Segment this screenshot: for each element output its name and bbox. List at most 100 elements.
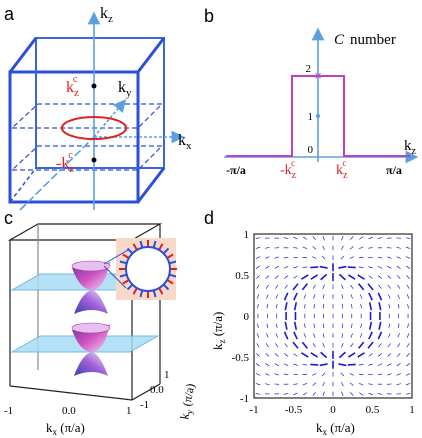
- d-ytick: 0.5: [235, 270, 249, 282]
- field-vector: [407, 323, 409, 329]
- inset-spike: [168, 260, 177, 265]
- field-vector: [283, 393, 289, 395]
- field-vector: [359, 236, 364, 240]
- field-vector: [396, 363, 401, 367]
- field-vector: [387, 256, 392, 259]
- axes-a: [19, 11, 185, 211]
- c-ytick-neg1: -1: [140, 399, 149, 411]
- panel-c: c -1: [4, 208, 199, 437]
- c-xlabel: kx (π/a): [46, 420, 85, 437]
- xtick-pi: π/a: [386, 163, 402, 177]
- field-vector: [265, 343, 269, 348]
- field-vector: [338, 273, 346, 281]
- field-vector: [293, 247, 298, 249]
- field-vector: [396, 246, 401, 249]
- field-vector: [349, 382, 354, 386]
- field-vector: [265, 256, 270, 259]
- ytick-2: 2: [306, 63, 312, 75]
- cone-1-rim: [71, 260, 111, 272]
- field-vector: [405, 256, 411, 259]
- field-vector: [293, 383, 298, 385]
- field-vector: [406, 275, 410, 279]
- field-vector: [357, 274, 365, 280]
- field-vector: [302, 373, 308, 376]
- c-ytick-1: 1: [164, 369, 170, 381]
- field-vector: [406, 343, 410, 348]
- field-vector: [406, 353, 410, 357]
- c-xtick-1: 1: [126, 405, 132, 417]
- field-vector: [358, 341, 365, 349]
- field-vector: [341, 284, 344, 289]
- field-vector: [293, 392, 298, 396]
- field-vector: [377, 275, 382, 279]
- crossing-marker: ×: [314, 68, 322, 83]
- field-vector: [368, 247, 373, 249]
- field-vector: [257, 303, 259, 309]
- field-vector: [301, 283, 308, 291]
- field-vector: [312, 391, 316, 396]
- field-vector: [283, 292, 289, 301]
- field-vector: [387, 363, 392, 367]
- field-vector: [347, 352, 356, 358]
- field-vector: [338, 265, 347, 269]
- field-vector: [378, 343, 382, 348]
- inset-spike: [119, 260, 128, 265]
- field-vector: [256, 294, 260, 299]
- field-vector: [293, 353, 298, 357]
- inset-ring: [103, 238, 177, 300]
- kz-label: kz: [100, 5, 113, 25]
- field-vector: [396, 373, 401, 376]
- cone-1-lower: [74, 290, 108, 314]
- field-vector: [388, 303, 391, 309]
- field-vector: [322, 333, 325, 338]
- field-vector: [293, 363, 298, 366]
- field-vector: [302, 266, 308, 269]
- inset-spike: [122, 279, 130, 285]
- cube: [8, 37, 166, 204]
- field-vector: [387, 343, 391, 348]
- field-vector: [338, 363, 347, 367]
- kz-planes: [10, 103, 164, 171]
- inset-circle: [125, 246, 171, 292]
- d-xlabel: kx (π/a): [316, 420, 355, 437]
- xtick-neg-kzc: -kzc: [280, 158, 297, 181]
- field-vector: [349, 256, 354, 259]
- field-vector: [368, 392, 373, 396]
- field-vector: [313, 303, 315, 309]
- field-vector: [265, 246, 270, 249]
- field-vector: [312, 382, 317, 386]
- d-ylabel: kz (π/a): [210, 312, 227, 350]
- field-vector: [303, 333, 307, 338]
- field-vector: [358, 256, 364, 259]
- panel-c-label: c: [4, 208, 13, 228]
- panel-d: d 1 0.5 0 -0.5 -1 -1 -0.5 0 0.5 1 kx (π/a) kz (π…: [204, 208, 415, 437]
- field-vector: [257, 323, 259, 329]
- field-vector: [304, 303, 306, 309]
- field-vector: [313, 294, 316, 299]
- c-ylabel: ky (π/a): [177, 382, 199, 420]
- field-vector: [378, 321, 382, 330]
- ytick-0: 0: [308, 144, 314, 156]
- field-vector: [321, 372, 326, 377]
- ky-axis-back: [19, 136, 95, 211]
- field-vector: [275, 303, 278, 309]
- field-vector: [388, 333, 391, 338]
- cube-edge: [136, 167, 166, 203]
- field-vector: [377, 373, 383, 376]
- plane-bottom: [10, 145, 164, 171]
- field-vector: [387, 353, 392, 357]
- field-vector: [377, 353, 382, 357]
- field-vector: [292, 341, 299, 349]
- inset-spike: [158, 287, 164, 295]
- inset-spikes: [119, 240, 177, 298]
- weyl-point-top: [91, 83, 97, 89]
- field-vector: [358, 266, 364, 269]
- field-vector: [312, 284, 316, 289]
- kx-label: kx: [178, 132, 192, 152]
- field-vector: [350, 294, 353, 299]
- xtick-neg-pi: -π/a: [226, 163, 246, 177]
- field-vector: [283, 256, 289, 259]
- field-vector: [377, 266, 383, 269]
- field-vector: [377, 393, 383, 395]
- inset-spike: [162, 247, 170, 255]
